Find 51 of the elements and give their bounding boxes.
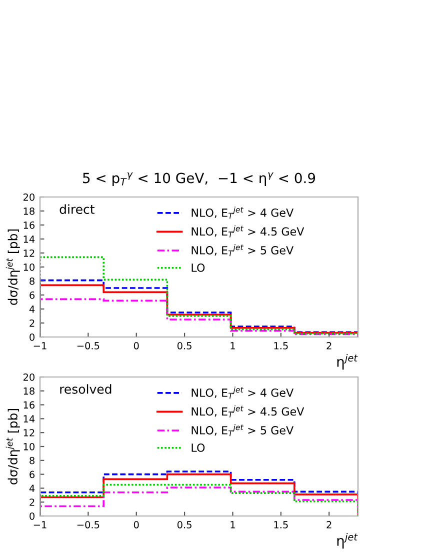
x-tick-label: −0.5 xyxy=(77,521,100,528)
x-tick-label: 1 xyxy=(230,521,235,528)
y-tick-label: 12 xyxy=(24,429,34,436)
y-tick-label: 18 xyxy=(24,387,34,395)
legend-label: LO xyxy=(192,444,205,452)
y-tick-label: 4 xyxy=(29,484,35,492)
legend-label: NLO, E$_{T}$$^{jet}$ > 4 GeV xyxy=(192,386,294,399)
x-tick-label: 2 xyxy=(326,521,332,528)
legend-label: NLO, E$_{T}$$^{jet}$ > 5 GeV xyxy=(192,244,294,256)
legend-label: NLO, E$_{T}$$^{jet}$ > 4.5 GeV xyxy=(192,225,304,238)
x-tick-label: 2 xyxy=(326,342,332,350)
y-tick-label: 0 xyxy=(30,512,34,520)
y-tick-label: 2 xyxy=(30,319,34,327)
x-tick-label: 0.5 xyxy=(177,342,192,350)
x-tick-label: 1.5 xyxy=(274,342,288,350)
annotation: direct xyxy=(60,204,95,214)
y-axis-title: dσ/dη$^{jet}$ [pb] xyxy=(6,229,20,305)
x-tick-label: 1.5 xyxy=(274,521,288,528)
y-tick-label: 14 xyxy=(24,415,35,422)
y-tick-label: 16 xyxy=(24,221,35,229)
y-tick-label: 10 xyxy=(24,263,34,271)
y-tick-label: 10 xyxy=(24,442,34,450)
y-tick-label: 6 xyxy=(30,470,35,478)
y-tick-label: 12 xyxy=(24,249,34,257)
y-tick-label: 6 xyxy=(30,291,35,299)
legend-label: LO xyxy=(192,264,205,272)
x-tick-label: −0.5 xyxy=(77,342,100,350)
legend-label: NLO, E$_{T}$$^{jet}$ > 5 GeV xyxy=(192,424,294,436)
x-tick-label: 0.5 xyxy=(177,521,192,528)
x-tick-label: 0 xyxy=(134,521,139,528)
y-tick-label: 20 xyxy=(23,193,34,201)
x-tick-label: −1 xyxy=(34,342,46,350)
y-axis-title: dσ/dη$^{jet}$ [pb] xyxy=(6,408,20,484)
x-tick-label: −1 xyxy=(34,521,46,528)
y-tick-label: 2 xyxy=(30,498,34,506)
y-tick-label: 16 xyxy=(24,401,35,409)
y-tick-label: 14 xyxy=(24,236,35,243)
y-tick-label: 4 xyxy=(29,306,35,313)
x-tick-label: 1 xyxy=(230,342,235,350)
x-axis-title: η$^{jet}$ xyxy=(337,533,358,549)
y-tick-label: 20 xyxy=(23,373,34,381)
y-tick-label: 8 xyxy=(30,456,34,464)
x-axis-title: η$^{jet}$ xyxy=(337,354,358,370)
legend-label: NLO, E$_{T}$$^{jet}$ > 4.5 GeV xyxy=(192,405,304,418)
chart-title: 5 < p$_{T}$$^{γ}$ < 10 GeV, −1 < η$^{γ}$ < 0.9 xyxy=(83,172,316,186)
y-tick-label: 8 xyxy=(30,277,34,285)
annotation: resolved xyxy=(60,384,112,394)
y-tick-label: 0 xyxy=(30,333,34,341)
x-tick-label: 0 xyxy=(134,342,139,350)
y-tick-label: 18 xyxy=(24,207,34,215)
legend-label: NLO, E$_{T}$$^{jet}$ > 4 GeV xyxy=(192,206,294,219)
